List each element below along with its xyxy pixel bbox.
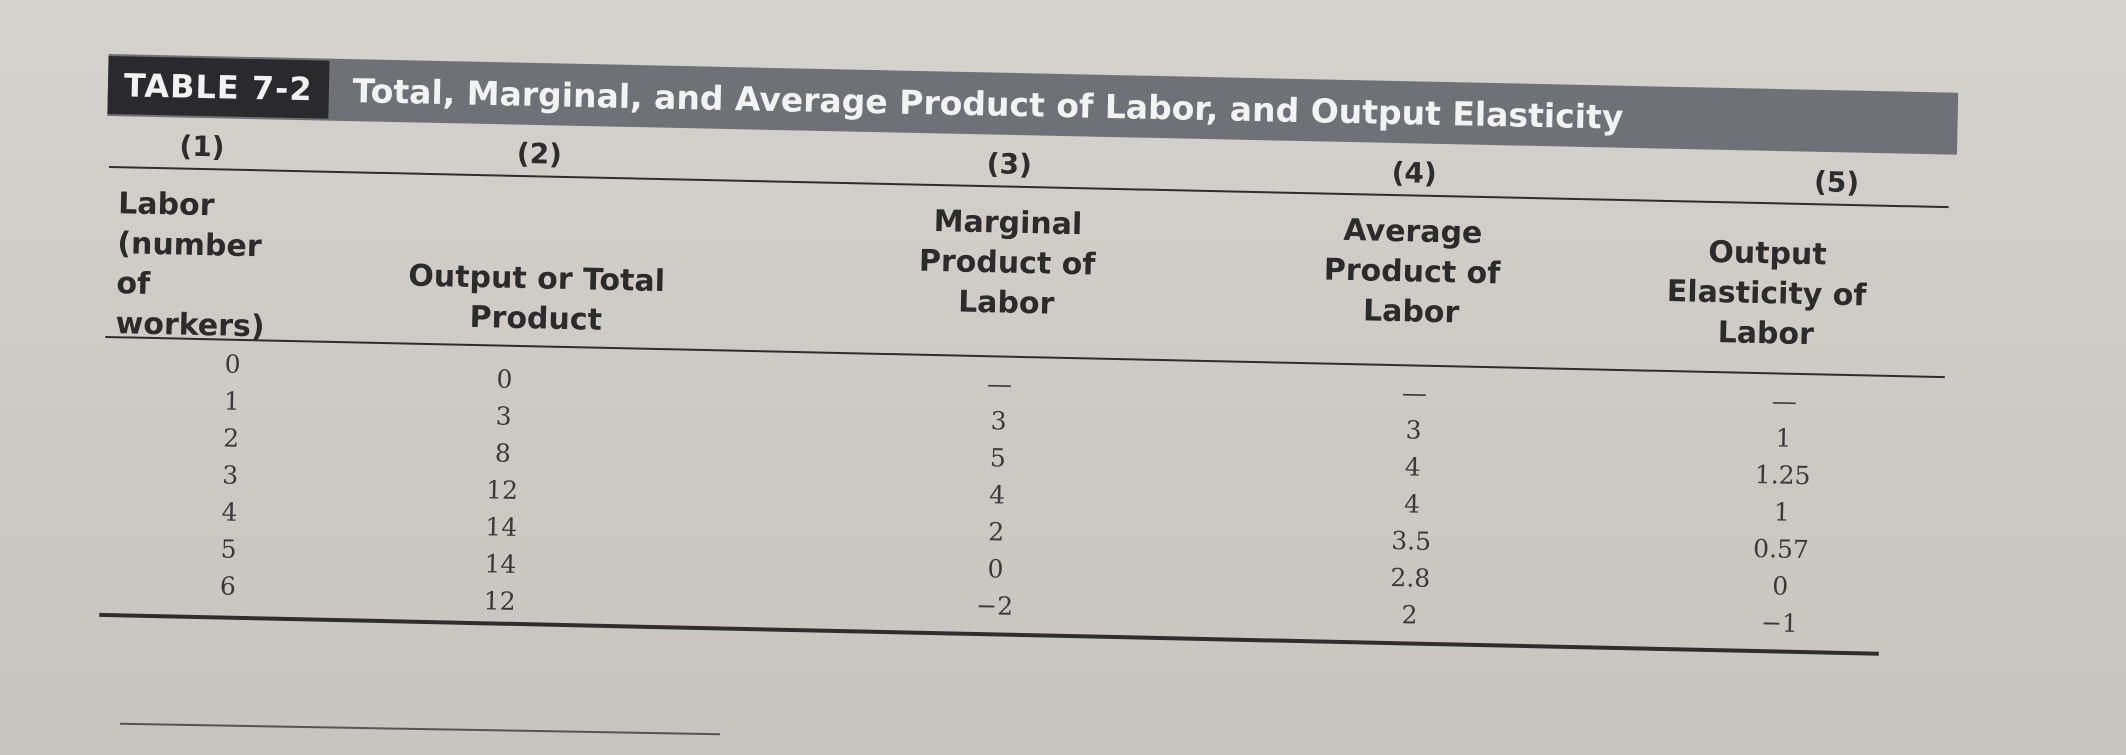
header-total-product: Output or Total Product bbox=[295, 254, 777, 358]
header-marginal-product: Marginal Product of Labor bbox=[776, 183, 1239, 329]
cell-labor: 2 bbox=[222, 423, 240, 453]
column-number-5: (5) bbox=[1813, 164, 1860, 199]
cell-marginal-product: −2 bbox=[975, 591, 1014, 621]
header-elasticity-line-3: Labor bbox=[1717, 315, 1815, 353]
cell-average-product: 2 bbox=[1401, 600, 1418, 630]
header-labor-line-1: Labor bbox=[117, 186, 215, 224]
header-average-line-3: Labor bbox=[1362, 293, 1460, 331]
product-of-labor-table: (1) (2) (3) (4) (5) Labor (number of wor… bbox=[99, 122, 1949, 657]
cell-labor: 0 bbox=[224, 349, 241, 379]
header-output-elasticity: Output Elasticity of Labor bbox=[1585, 200, 1948, 358]
cell-average-product: 3.5 bbox=[1390, 526, 1432, 556]
header-labor-line-3: workers) bbox=[115, 306, 265, 345]
cell-labor: 1 bbox=[223, 386, 241, 416]
cell-average-product: 4 bbox=[1403, 489, 1421, 519]
cell-average-product: — bbox=[1401, 378, 1428, 408]
cell-average-product: 3 bbox=[1405, 415, 1422, 445]
cell-labor: 5 bbox=[220, 534, 237, 564]
cell-labor: 6 bbox=[219, 571, 237, 601]
cell-total-product: 12 bbox=[483, 586, 516, 616]
cell-labor: 3 bbox=[222, 460, 239, 490]
page-footer-rule bbox=[120, 722, 720, 736]
table-title: Total, Marginal, and Average Product of … bbox=[352, 70, 1624, 137]
cell-average-product: 4 bbox=[1404, 452, 1422, 482]
cell-average-product: 2.8 bbox=[1390, 563, 1431, 593]
cell-labor: 4 bbox=[221, 497, 238, 527]
header-labor: Labor (number of workers) bbox=[105, 168, 299, 348]
table-number-tag: TABLE 7-2 bbox=[107, 56, 330, 119]
column-number-4: (4) bbox=[1391, 155, 1438, 190]
cell-elasticity: −1 bbox=[1760, 608, 1799, 638]
column-number-2: (2) bbox=[516, 136, 563, 171]
table-body: 0 0 — — — 1 3 3 3 1 2 8 5 4 1.25 3 bbox=[99, 338, 1945, 653]
header-average-product: Average Product of Labor bbox=[1236, 193, 1589, 337]
header-labor-line-2: (number of bbox=[116, 226, 263, 302]
column-number-1: (1) bbox=[179, 129, 225, 164]
column-number-3: (3) bbox=[986, 146, 1033, 181]
